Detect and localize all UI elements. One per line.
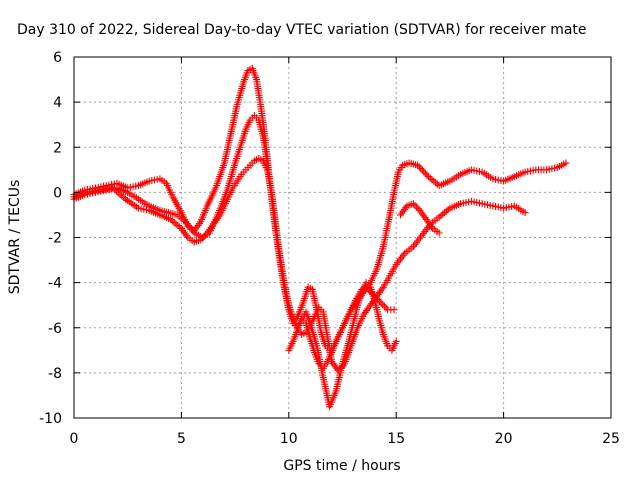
data-point (414, 161, 422, 169)
data-point (441, 209, 449, 217)
data-points (70, 64, 570, 411)
data-point (415, 163, 423, 171)
x-tick-label: 0 (70, 431, 79, 447)
axis-ticks: 0 5 10 15 20 25 -10 -8 -6 -4 -2 0 2 4 6 (39, 50, 620, 447)
x-axis-label: GPS time / hours (283, 458, 400, 474)
data-point (562, 159, 570, 167)
data-point (376, 297, 384, 305)
grid (74, 57, 611, 418)
x-tick-label: 5 (177, 431, 186, 447)
y-tick-label: 0 (53, 185, 62, 201)
data-point (437, 212, 445, 220)
series-2 (70, 155, 529, 375)
data-point (430, 177, 438, 185)
series-3 (285, 279, 400, 411)
x-tick-label: 10 (280, 431, 298, 447)
y-tick-label: -10 (39, 411, 62, 427)
data-point (390, 306, 398, 314)
data-point (424, 173, 432, 181)
data-point (411, 201, 419, 209)
data-point (409, 200, 417, 208)
x-tick-label: 15 (387, 431, 405, 447)
y-tick-label: 2 (53, 140, 62, 156)
data-point (202, 231, 210, 239)
data-point (414, 205, 422, 213)
y-tick-label: -6 (48, 321, 62, 337)
data-point (377, 299, 385, 307)
data-point (420, 168, 428, 176)
y-tick-label: 4 (53, 95, 62, 111)
data-point (382, 304, 390, 312)
data-point (428, 176, 436, 184)
data-point (417, 165, 425, 173)
data-point (392, 337, 400, 345)
chart-title: Day 310 of 2022, Sidereal Day-to-day VTE… (17, 22, 587, 38)
data-point (421, 169, 429, 177)
data-point (439, 210, 447, 218)
data-point (170, 218, 178, 226)
data-point (413, 203, 421, 211)
y-tick-label: -4 (48, 276, 62, 292)
y-axis-label: SDTVAR / TECUs (7, 180, 23, 295)
y-tick-label: -2 (48, 231, 62, 247)
data-point (423, 171, 431, 179)
y-tick-label: 6 (53, 50, 62, 66)
data-point (176, 223, 184, 231)
data-point (118, 192, 126, 200)
data-point (433, 180, 441, 188)
x-tick-label: 20 (495, 431, 513, 447)
y-tick-label: -8 (48, 366, 62, 382)
data-point (379, 301, 387, 309)
data-point (380, 302, 388, 310)
data-point (200, 232, 208, 240)
data-point (442, 207, 450, 215)
data-point (418, 166, 426, 174)
data-point (426, 174, 434, 182)
data-point (174, 221, 182, 229)
data-point (172, 220, 180, 228)
data-point (435, 229, 443, 237)
x-tick-label: 25 (602, 431, 620, 447)
data-point (521, 209, 529, 217)
data-point (198, 234, 206, 242)
data-point (197, 236, 205, 244)
